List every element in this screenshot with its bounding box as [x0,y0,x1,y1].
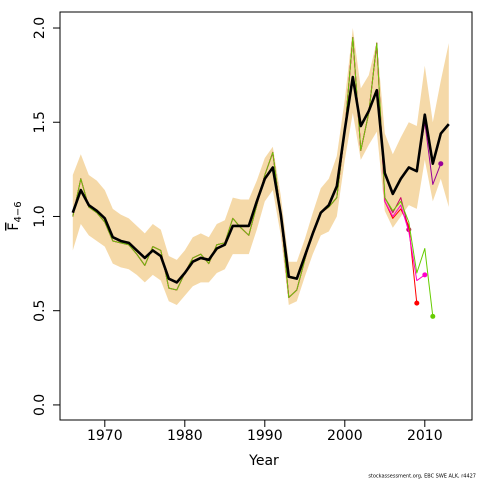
end-point [422,272,428,278]
y-axis-label-main: F [6,223,22,231]
x-tick-label: 2010 [407,428,443,444]
y-axis-label-sub: 4−6 [13,201,24,222]
end-point [414,300,420,306]
end-point [438,161,444,167]
y-tick-label: 2.0 [32,17,48,39]
y-tick-label: 1.5 [32,111,48,133]
series-line [72,36,434,317]
footnote: stockassessment.org, EBC SWE ALK, r4427 [368,474,476,480]
x-tick-label: 1970 [87,428,123,444]
plot-area [71,28,450,319]
x-axis-label: Year [248,453,279,469]
end-point [430,313,436,319]
y-tick-label: 1.0 [32,205,48,227]
x-tick-label: 2000 [327,428,363,444]
x-tick-label: 1990 [247,428,283,444]
x-tick-label: 1980 [167,428,203,444]
series-line [71,75,450,284]
y-tick-label: 0.0 [32,394,48,416]
y-axis-label: F4−6 [6,201,24,230]
y-tick-label: 0.5 [32,300,48,322]
confidence-band [72,28,449,306]
